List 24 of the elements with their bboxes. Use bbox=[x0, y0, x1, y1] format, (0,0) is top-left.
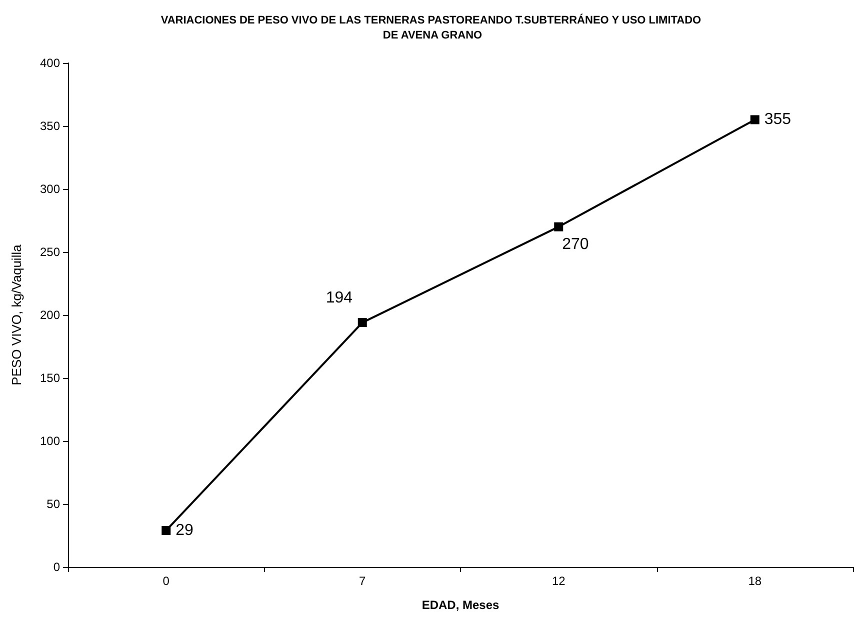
data-label: 29 bbox=[176, 522, 194, 539]
point bbox=[358, 318, 367, 328]
y-tick-label: 150 bbox=[40, 371, 60, 385]
y-tick-label: 0 bbox=[53, 560, 60, 574]
x-tick-label: 7 bbox=[359, 574, 366, 588]
x-tick-label: 12 bbox=[552, 574, 566, 588]
x-tick-label: 18 bbox=[748, 574, 762, 588]
point bbox=[554, 222, 564, 232]
data-label: 270 bbox=[562, 236, 589, 253]
point bbox=[750, 115, 760, 124]
y-tick-label: 50 bbox=[46, 497, 60, 511]
x-tick-label: 0 bbox=[162, 574, 170, 588]
y-tick-label: 300 bbox=[40, 182, 60, 196]
data-label: 355 bbox=[764, 111, 792, 128]
x-axis-title: EDAD, Meses bbox=[422, 598, 500, 612]
y-tick-label: 100 bbox=[40, 434, 60, 448]
y-tick-label: 350 bbox=[40, 119, 60, 133]
data-label: 194 bbox=[326, 290, 353, 307]
y-tick-label: 200 bbox=[40, 308, 60, 322]
y-axis-title: PESO VIVO, kg/Vaquilla bbox=[9, 244, 24, 386]
y-tick-label: 250 bbox=[40, 245, 60, 259]
point bbox=[162, 526, 171, 535]
y-tick-label: 400 bbox=[40, 56, 60, 70]
chart-title: VARIACIONES DE PESO VIVO DE LAS TERNERAS PASTOREANDO T.SUBTERRÁNEO Y USO LIMITADO DE AVENA GRANO bbox=[160, 14, 704, 42]
